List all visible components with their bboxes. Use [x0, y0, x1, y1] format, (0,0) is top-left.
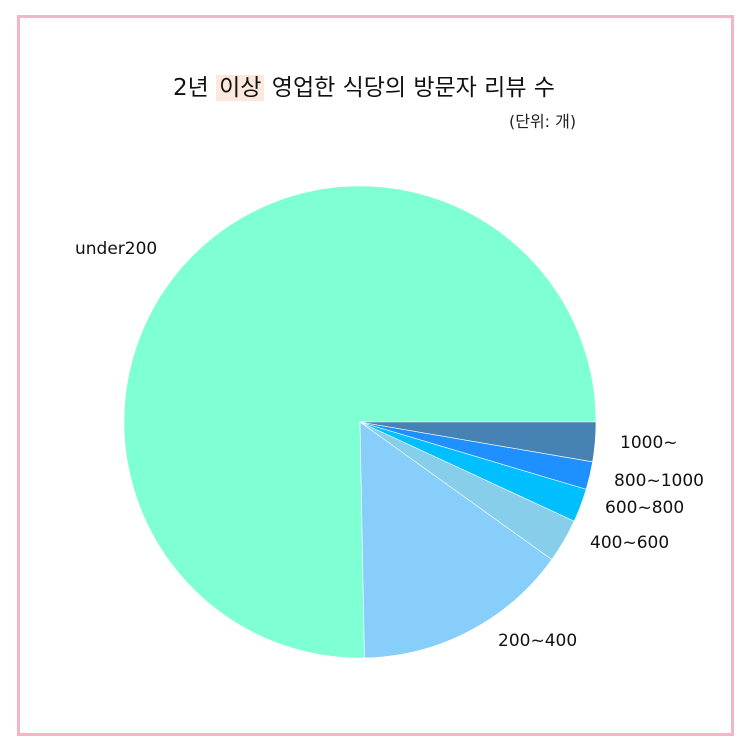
title-prefix: 2년 — [173, 75, 217, 101]
slice-label-600~800: 600~800 — [605, 498, 684, 518]
unit-note: (단위: 개) — [509, 112, 577, 131]
slice-label-200~400: 200~400 — [498, 631, 577, 651]
title-highlight: 이상 — [216, 75, 265, 101]
slice-label-400~600: 400~600 — [590, 533, 669, 553]
slice-label-1000~: 1000~ — [620, 433, 678, 453]
pie-slice-1000~ — [359, 421, 597, 463]
pie-slice-200~400 — [359, 421, 553, 659]
title-suffix: 영업한 식당의 방문자 리뷰 수 — [264, 75, 555, 101]
slice-label-under200: under200 — [75, 239, 157, 259]
slice-label-800~1000: 800~1000 — [614, 471, 704, 491]
chart-title: 2년 이상 영업한 식당의 방문자 리뷰 수 — [0, 68, 728, 102]
